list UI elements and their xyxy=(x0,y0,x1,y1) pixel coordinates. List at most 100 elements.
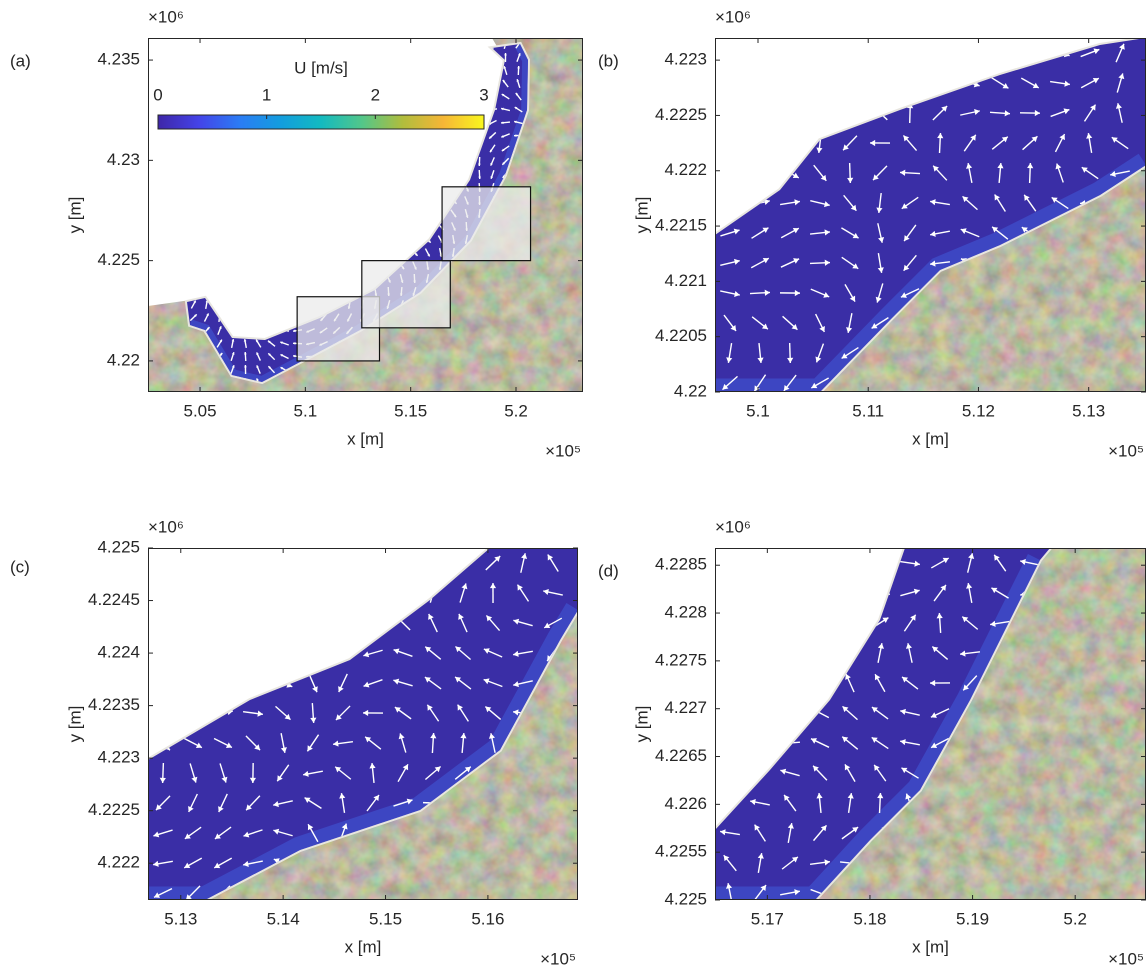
arrow-head xyxy=(901,767,908,774)
arrow-head xyxy=(764,289,770,296)
arrow-head xyxy=(914,560,920,567)
arrow-head xyxy=(764,198,770,205)
arrow-head xyxy=(846,327,853,333)
arrow-head xyxy=(903,264,910,271)
arrow-head xyxy=(936,613,943,619)
arrow-head xyxy=(820,825,827,832)
arrow-head xyxy=(794,889,800,896)
flow-highlight xyxy=(148,603,578,900)
arrow-head xyxy=(843,144,849,151)
arrow-head xyxy=(991,587,998,594)
x-tick-label: 5.12 xyxy=(962,401,995,420)
arrow-head xyxy=(273,828,280,835)
arrow-head xyxy=(205,300,209,303)
arrow-head xyxy=(787,823,794,829)
arrow-head xyxy=(937,133,944,139)
arrow-head xyxy=(363,651,370,658)
arrow-head xyxy=(1031,136,1038,143)
x-tick-label: 5.05 xyxy=(183,401,216,420)
arrow-head xyxy=(246,804,252,811)
arrow-head xyxy=(990,620,996,627)
arrow-head xyxy=(810,738,817,744)
arrow-head xyxy=(153,860,159,867)
x-axis-label: x [m] xyxy=(345,937,382,956)
arrow-head xyxy=(783,384,790,391)
x-multiplier: ×10⁵ xyxy=(545,441,581,460)
arrow-head xyxy=(502,175,506,179)
y-tick-label: 4.226 xyxy=(664,794,707,813)
flow-highlight xyxy=(715,153,1146,392)
arrow-head xyxy=(1064,80,1070,87)
x-tick-label: 5.1 xyxy=(294,401,318,420)
panel-label: (c) xyxy=(10,557,30,576)
arrow-head xyxy=(1032,82,1039,89)
arrow-head xyxy=(873,174,879,181)
arrow-head xyxy=(277,775,283,782)
arrow-head xyxy=(373,794,379,801)
arrow-head xyxy=(494,556,501,562)
arrow-head xyxy=(243,352,247,355)
y-multiplier: ×10⁶ xyxy=(715,7,751,26)
arrow-head xyxy=(218,806,224,813)
arrow-head xyxy=(280,341,283,345)
arrow-head xyxy=(225,742,232,748)
arrow-head xyxy=(231,365,235,368)
arrow-head xyxy=(1115,103,1122,109)
arrow-head xyxy=(793,258,800,264)
arrow-head xyxy=(218,326,222,329)
arrow-head xyxy=(243,860,249,867)
arrow-head xyxy=(483,648,490,654)
x-tick-label: 5.19 xyxy=(956,909,989,928)
arrow-head xyxy=(730,325,737,331)
arrow-head xyxy=(1093,48,1100,55)
arrow-head xyxy=(483,678,490,685)
x-tick-label: 5.2 xyxy=(504,401,528,420)
y-tick-label: 4.2265 xyxy=(655,746,707,765)
arrow-head xyxy=(501,121,504,125)
y-tick-label: 4.2255 xyxy=(655,842,707,861)
x-tick-label: 5.14 xyxy=(267,909,300,928)
arrow-head xyxy=(930,712,937,718)
arrow-head xyxy=(424,677,431,683)
panel: 5.17 5.18 5.19 5.2 4.225 4.2255 4.226 4.2265 4.2… xyxy=(598,517,1146,966)
arrow-head xyxy=(501,148,505,152)
arrow-head xyxy=(1111,137,1118,143)
y-tick-label: 4.222 xyxy=(664,160,707,179)
map-area xyxy=(715,548,1146,900)
arrow-head xyxy=(941,105,948,112)
arrow-head xyxy=(293,329,296,333)
arrow-head xyxy=(547,655,553,662)
arrow-head xyxy=(256,378,259,382)
arrow-head xyxy=(363,709,369,717)
arrow-head xyxy=(504,53,507,56)
arrow-head xyxy=(191,776,198,783)
arrow-head xyxy=(877,267,884,273)
arrow-head xyxy=(932,646,939,653)
arrow-head xyxy=(901,203,908,209)
x-tick-label: 5.15 xyxy=(394,401,427,420)
arrow-head xyxy=(931,742,938,748)
arrow-head xyxy=(256,339,259,343)
arrow-head xyxy=(219,339,222,343)
arrow-head xyxy=(757,853,764,859)
arrow-head xyxy=(720,829,726,836)
panel-label: (d) xyxy=(598,561,619,580)
arrow-head xyxy=(1118,73,1125,80)
arrow-head xyxy=(761,323,768,330)
arrow-head xyxy=(815,356,822,363)
arrow-head xyxy=(903,135,910,142)
arrow-head xyxy=(257,710,263,717)
x-tick-label: 5.16 xyxy=(471,909,504,928)
y-tick-label: 4.225 xyxy=(97,537,140,556)
colorbar xyxy=(157,114,485,130)
arrow-head xyxy=(256,352,259,356)
arrow-head xyxy=(231,339,235,342)
y-tick-label: 4.223 xyxy=(97,748,140,767)
arrow-head xyxy=(842,706,849,713)
arrow-head xyxy=(1001,136,1008,143)
x-tick-label: 5.13 xyxy=(1072,401,1105,420)
arrow-head xyxy=(398,733,405,740)
y-tick-label: 4.2215 xyxy=(655,216,707,235)
arrow-head xyxy=(184,862,191,869)
